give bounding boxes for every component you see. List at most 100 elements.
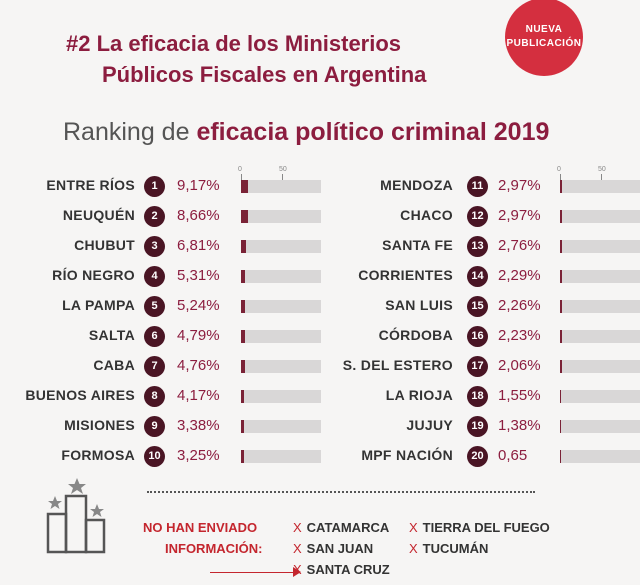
- arrow-head-icon: [293, 567, 301, 577]
- bar-track: [560, 420, 640, 433]
- bar: [241, 330, 245, 343]
- bar: [560, 330, 562, 343]
- rank-badge: 1: [144, 176, 165, 197]
- subtitle-prefix: Ranking de: [63, 118, 197, 146]
- bar-track: [560, 300, 640, 313]
- arrow-line: [210, 572, 298, 573]
- row-name: LA PAMPA: [62, 297, 135, 313]
- bar: [560, 360, 562, 373]
- axis-tick: [601, 174, 602, 181]
- value-label: 2,29%: [498, 267, 541, 284]
- value-label: 2,26%: [498, 297, 541, 314]
- podium-icon: [46, 478, 106, 554]
- title-line2: Públicos Fiscales en Argentina: [102, 62, 427, 87]
- missing-province: X TUCUMÁN: [409, 541, 489, 556]
- dotted-divider: [147, 491, 535, 493]
- bar-track: [241, 450, 321, 463]
- rank-badge: 12: [467, 206, 488, 227]
- bar-track: [560, 390, 640, 403]
- note-line2: INFORMACIÓN:: [165, 541, 263, 556]
- bar: [241, 450, 244, 463]
- bar-track: [560, 210, 640, 223]
- value-label: 3,38%: [177, 417, 220, 434]
- bar: [241, 390, 245, 403]
- value-label: 3,25%: [177, 447, 220, 464]
- bar: [560, 420, 562, 433]
- axis-tick-label: 50: [598, 166, 606, 173]
- value-label: 1,55%: [498, 387, 541, 404]
- new-publication-badge: NUEVA PUBLICACIÓN: [505, 0, 583, 76]
- value-label: 8,66%: [177, 207, 220, 224]
- rank-badge: 10: [144, 446, 165, 467]
- row-name: SALTA: [88, 327, 135, 343]
- missing-province: X SANTA CRUZ: [293, 562, 390, 577]
- row-name: BUENOS AIRES: [25, 387, 135, 403]
- title-line1: #2 La eficacia de los Ministerios: [66, 31, 402, 56]
- missing-province: X SAN JUAN: [293, 541, 374, 556]
- value-label: 4,76%: [177, 357, 220, 374]
- row-name: JUJUY: [406, 417, 453, 433]
- badge-line2: PUBLICACIÓN: [506, 38, 582, 49]
- rank-badge: 13: [467, 236, 488, 257]
- row-name: RÍO NEGRO: [52, 267, 135, 283]
- rank-badge: 18: [467, 386, 488, 407]
- bar-track: [560, 240, 640, 253]
- row-name: CHACO: [400, 207, 453, 223]
- bar-track: [241, 420, 321, 433]
- bar: [560, 210, 563, 223]
- rank-badge: 3: [144, 236, 165, 257]
- value-label: 0,65: [498, 447, 528, 464]
- bar: [560, 270, 562, 283]
- bar-track: [241, 240, 321, 253]
- rank-badge: 17: [467, 356, 488, 377]
- axis-tick-label: 0: [238, 166, 242, 173]
- bar-track: [560, 450, 640, 463]
- note-line1: NO HAN ENVIADO: [143, 520, 258, 535]
- value-label: 9,17%: [177, 177, 220, 194]
- bar-track: [560, 180, 640, 193]
- rank-badge: 8: [144, 386, 165, 407]
- rank-badge: 14: [467, 266, 488, 287]
- row-name: CORRIENTES: [358, 267, 453, 283]
- bar-track: [560, 270, 640, 283]
- rank-badge: 5: [144, 296, 165, 317]
- value-label: 1,38%: [498, 417, 541, 434]
- bar-track: [241, 270, 321, 283]
- bar: [241, 420, 244, 433]
- rank-badge: 20: [467, 446, 488, 467]
- bar: [560, 390, 562, 403]
- rank-badge: 19: [467, 416, 488, 437]
- row-name: LA RIOJA: [385, 387, 453, 403]
- badge-line1: NUEVA: [525, 24, 563, 35]
- rank-badge: 2: [144, 206, 165, 227]
- row-name: MPF NACIÓN: [361, 447, 453, 463]
- row-name: CÓRDOBA: [378, 327, 453, 343]
- bar: [241, 240, 247, 253]
- rank-badge: 16: [467, 326, 488, 347]
- value-label: 2,97%: [498, 177, 541, 194]
- row-name: CABA: [93, 357, 135, 373]
- bar: [560, 180, 563, 193]
- bar: [560, 240, 563, 253]
- value-label: 5,24%: [177, 297, 220, 314]
- axis-tick: [560, 174, 561, 181]
- row-name: SAN LUIS: [385, 297, 453, 313]
- bar: [560, 450, 561, 463]
- axis-tick: [282, 174, 283, 181]
- row-name: MISIONES: [64, 417, 135, 433]
- bar-track: [241, 330, 321, 343]
- value-label: 2,76%: [498, 237, 541, 254]
- rank-badge: 9: [144, 416, 165, 437]
- value-label: 6,81%: [177, 237, 220, 254]
- bar-track: [560, 330, 640, 343]
- subtitle-emphasis: eficacia político criminal 2019: [196, 118, 550, 146]
- value-label: 4,79%: [177, 327, 220, 344]
- bar: [241, 270, 246, 283]
- bar-track: [241, 360, 321, 373]
- bar-track: [241, 300, 321, 313]
- row-name: NEUQUÉN: [62, 207, 135, 223]
- row-name: FORMOSA: [61, 447, 135, 463]
- missing-province: X CATAMARCA: [293, 520, 390, 535]
- chart-subtitle: Ranking de eficacia político criminal 20…: [63, 118, 549, 147]
- bar-track: [241, 390, 321, 403]
